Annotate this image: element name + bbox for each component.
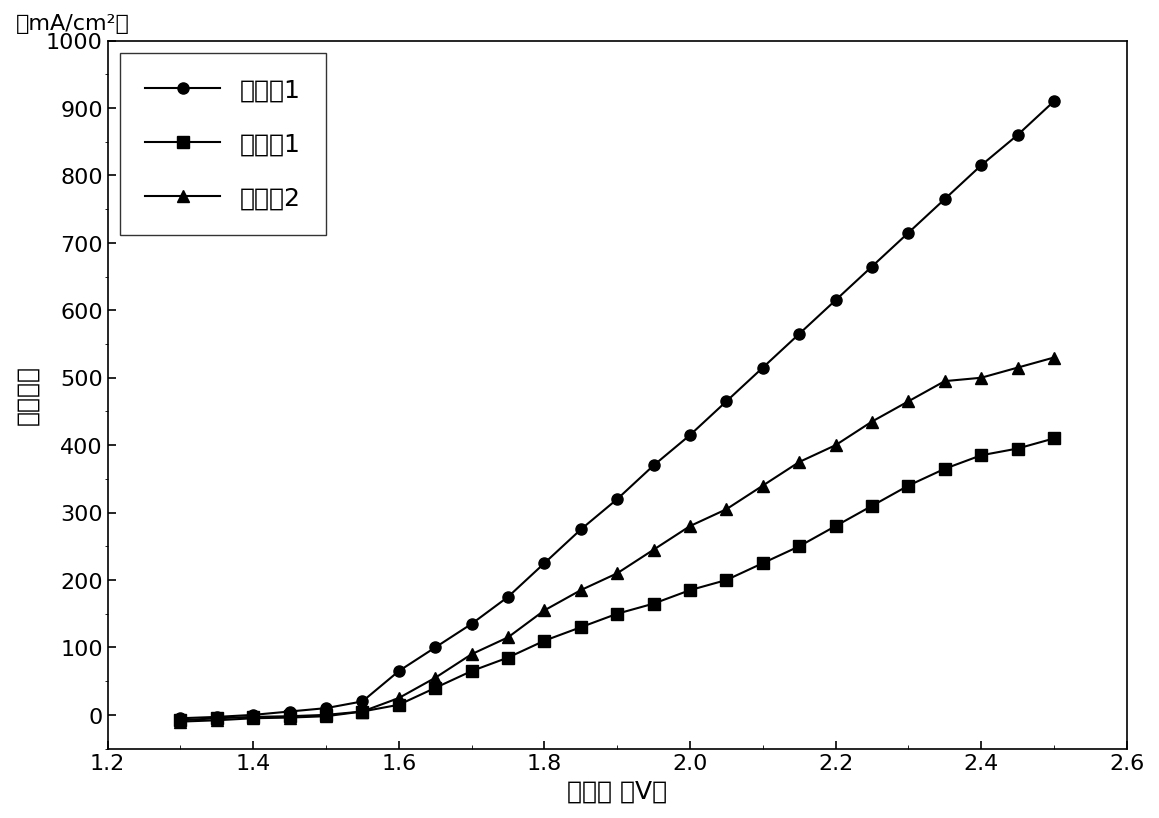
比较例1 xyxy=(974,451,987,461)
比较例2 xyxy=(574,586,588,596)
实施例1 xyxy=(283,707,297,717)
实施例1 xyxy=(501,592,515,602)
实施例1 xyxy=(246,710,260,720)
实施例1 xyxy=(902,228,916,238)
比较例2 xyxy=(501,632,515,642)
比较例1 xyxy=(902,481,916,491)
比较例1 xyxy=(465,666,479,676)
比较例1 xyxy=(574,622,588,632)
实施例1 xyxy=(538,559,552,569)
比较例1 xyxy=(210,713,224,723)
Legend: 实施例1, 比较例1, 比较例2: 实施例1, 比较例1, 比较例2 xyxy=(121,54,326,236)
比较例1 xyxy=(428,683,442,693)
比较例1 xyxy=(283,712,297,721)
Y-axis label: 电流密度: 电流密度 xyxy=(15,365,39,425)
实施例1 xyxy=(683,430,697,440)
实施例1 xyxy=(574,525,588,535)
Line: 实施例1: 实施例1 xyxy=(175,97,1059,724)
比较例2 xyxy=(647,545,661,555)
比较例1 xyxy=(720,575,734,585)
比较例2 xyxy=(428,673,442,683)
比较例1 xyxy=(174,716,188,726)
比较例1 xyxy=(938,464,952,474)
比较例2 xyxy=(902,397,916,407)
实施例1 xyxy=(1047,97,1060,107)
比较例2 xyxy=(283,712,297,722)
比较例2 xyxy=(1047,353,1060,363)
比较例2 xyxy=(938,376,952,386)
Line: 比较例1: 比较例1 xyxy=(175,434,1059,726)
比较例2 xyxy=(610,569,624,578)
实施例1 xyxy=(392,666,406,676)
实施例1 xyxy=(465,619,479,629)
实施例1 xyxy=(610,494,624,504)
X-axis label: 槽电压 （V）: 槽电压 （V） xyxy=(567,779,668,803)
比较例2 xyxy=(1011,363,1025,373)
比较例1 xyxy=(792,542,806,551)
实施例1 xyxy=(756,363,770,373)
比较例1 xyxy=(1047,434,1060,443)
实施例1 xyxy=(938,195,952,204)
比较例2 xyxy=(538,605,552,615)
比较例1 xyxy=(1011,444,1025,454)
比较例2 xyxy=(720,505,734,515)
比较例2 xyxy=(356,707,370,717)
比较例2 xyxy=(683,521,697,531)
实施例1 xyxy=(356,697,370,707)
比较例1 xyxy=(647,599,661,609)
比较例2 xyxy=(865,417,879,427)
比较例2 xyxy=(246,713,260,723)
比较例1 xyxy=(756,559,770,569)
比较例1 xyxy=(356,707,370,717)
实施例1 xyxy=(210,712,224,721)
实施例1 xyxy=(865,262,879,272)
实施例1 xyxy=(428,643,442,653)
比较例2 xyxy=(465,649,479,659)
实施例1 xyxy=(319,703,333,713)
比较例1 xyxy=(319,710,333,720)
比较例2 xyxy=(319,712,333,721)
比较例2 xyxy=(974,373,987,383)
实施例1 xyxy=(974,161,987,171)
比较例1 xyxy=(829,521,843,531)
实施例1 xyxy=(647,461,661,470)
实施例1 xyxy=(792,330,806,339)
比较例2 xyxy=(756,481,770,491)
比较例1 xyxy=(538,636,552,645)
实施例1 xyxy=(1011,131,1025,141)
实施例1 xyxy=(829,296,843,306)
比较例2 xyxy=(792,457,806,467)
实施例1 xyxy=(720,397,734,407)
比较例2 xyxy=(210,716,224,726)
Text: （mA/cm²）: （mA/cm²） xyxy=(16,14,130,34)
比较例1 xyxy=(683,586,697,596)
比较例1 xyxy=(501,653,515,663)
实施例1 xyxy=(174,713,188,723)
比较例1 xyxy=(610,609,624,618)
比较例2 xyxy=(174,717,188,726)
比较例1 xyxy=(392,700,406,710)
比较例1 xyxy=(865,501,879,511)
Line: 比较例2: 比较例2 xyxy=(175,353,1059,727)
比较例2 xyxy=(392,693,406,703)
比较例2 xyxy=(829,441,843,451)
比较例1 xyxy=(246,712,260,721)
